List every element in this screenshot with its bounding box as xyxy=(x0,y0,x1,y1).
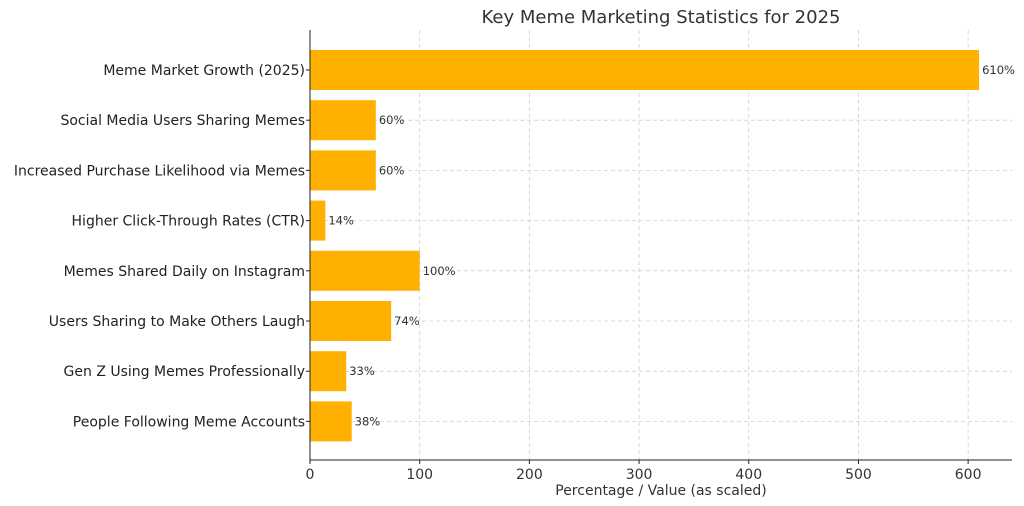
bar xyxy=(310,250,420,291)
data-label: 60% xyxy=(379,113,405,127)
bar xyxy=(310,200,326,241)
category-label: Higher Click-Through Rates (CTR) xyxy=(72,214,305,230)
bar xyxy=(310,301,392,341)
x-tick-label: 0 xyxy=(306,467,315,483)
bar xyxy=(310,351,347,392)
bar xyxy=(310,150,376,191)
category-label: Users Sharing to Make Others Laugh xyxy=(49,314,305,330)
category-label: People Following Meme Accounts xyxy=(73,414,305,430)
x-tick-label: 100 xyxy=(406,467,433,483)
data-label: 74% xyxy=(394,314,420,328)
data-label: 33% xyxy=(349,364,375,378)
x-tick-label: 200 xyxy=(516,467,543,483)
data-label: 14% xyxy=(328,214,354,228)
category-label: Gen Z Using Memes Professionally xyxy=(64,364,305,380)
x-tick-label: 500 xyxy=(845,467,872,483)
category-labels: Meme Market Growth (2025) Social Media Us… xyxy=(14,63,305,430)
x-axis-label: Percentage / Value (as scaled) xyxy=(555,483,766,499)
bar xyxy=(310,50,980,90)
axes xyxy=(309,30,1012,461)
x-ticks: 0 100 200 300 400 500 600 xyxy=(306,69,982,483)
data-label: 38% xyxy=(355,414,381,428)
bar xyxy=(310,100,376,141)
bars xyxy=(310,50,980,442)
category-label: Memes Shared Daily on Instagram xyxy=(64,264,305,280)
x-tick-label: 600 xyxy=(955,467,982,483)
category-label: Increased Purchase Likelihood via Memes xyxy=(14,163,305,179)
category-label: Social Media Users Sharing Memes xyxy=(60,113,305,129)
data-labels: 610% 60% 60% 14% 100% 74% 33% 38% xyxy=(328,63,1015,428)
data-label: 610% xyxy=(982,63,1015,77)
bar xyxy=(310,401,352,442)
x-tick-label: 300 xyxy=(626,467,653,483)
category-label: Meme Market Growth (2025) xyxy=(103,63,305,79)
data-label: 100% xyxy=(423,264,456,278)
chart-title: Key Meme Marketing Statistics for 2025 xyxy=(481,7,840,28)
x-tick-label: 400 xyxy=(735,467,762,483)
grid xyxy=(309,30,1012,460)
data-label: 60% xyxy=(379,163,405,177)
